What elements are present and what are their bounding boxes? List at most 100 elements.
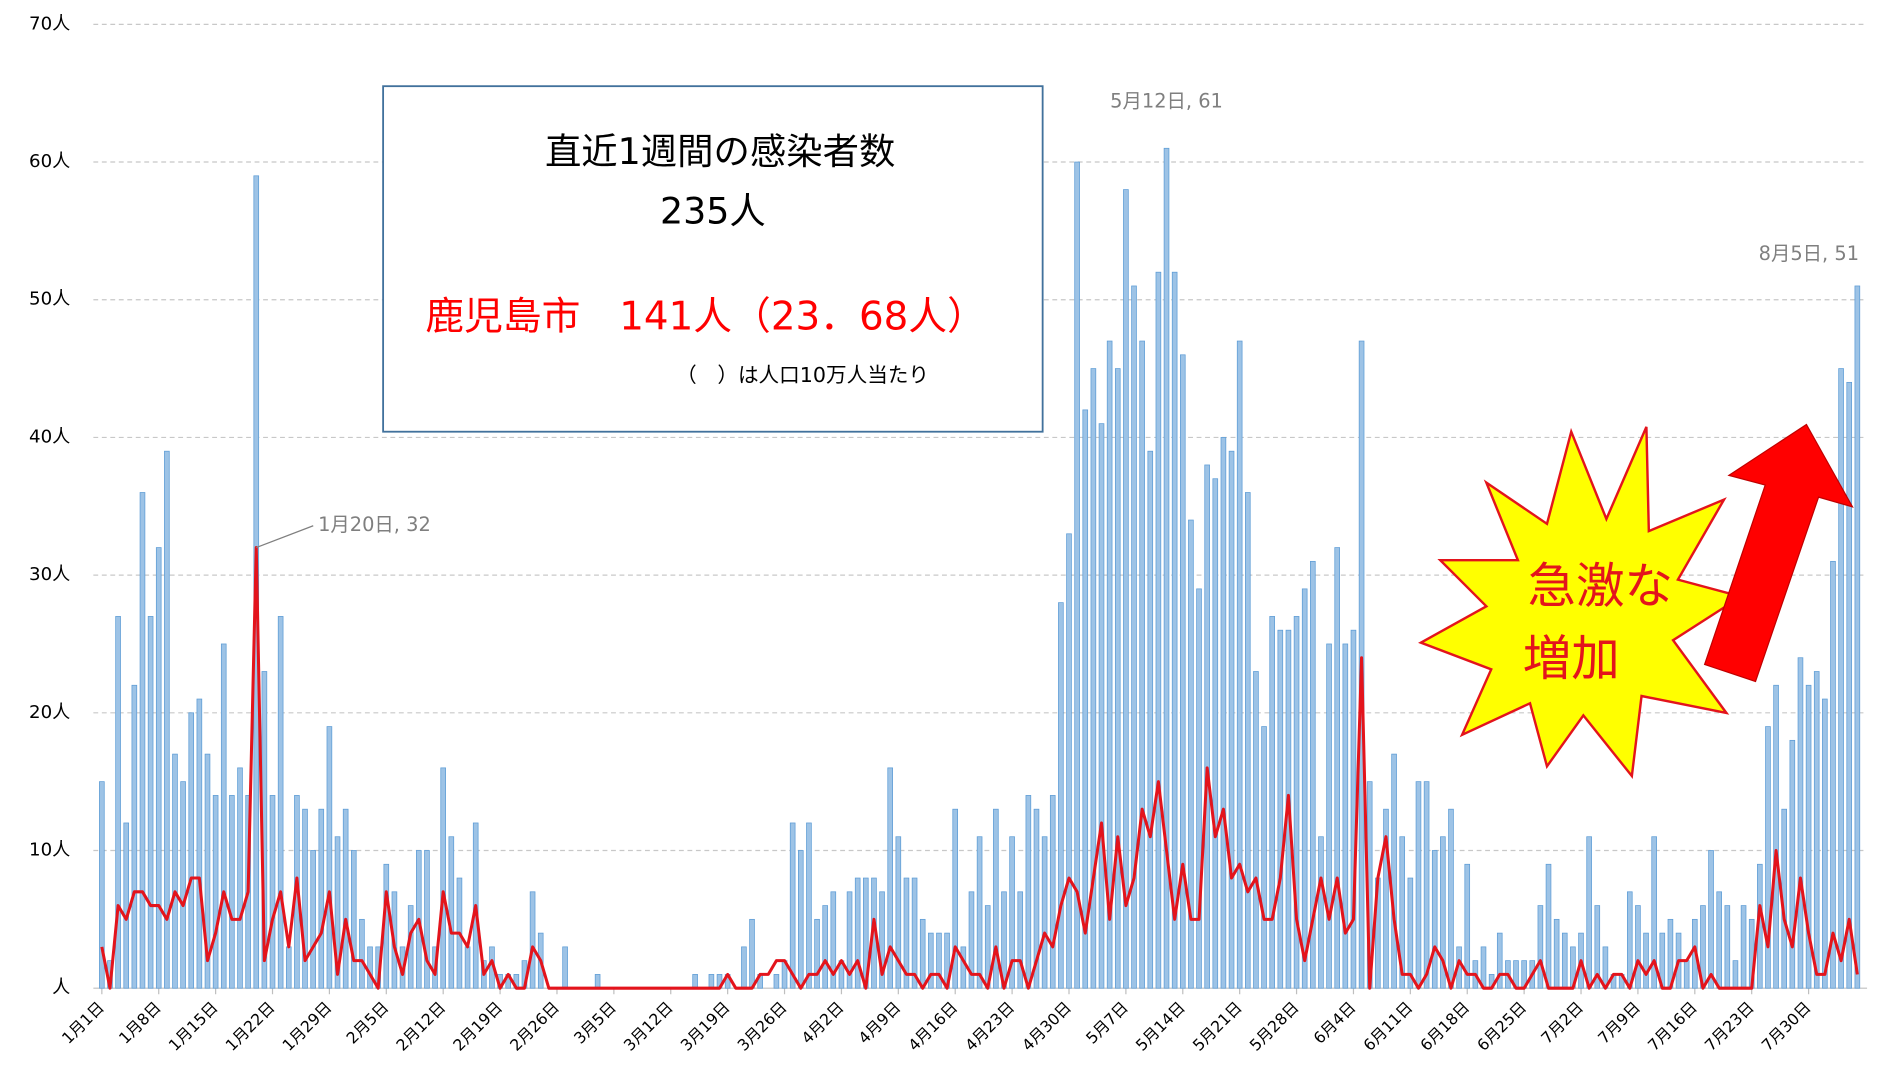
y-tick-label: 50人 — [29, 289, 70, 310]
annotation: 1月20日, 32 — [318, 513, 431, 536]
x-tick-label: 2月5日 — [342, 998, 392, 1048]
x-tick-label: 6月4日 — [1310, 998, 1360, 1048]
bar — [1237, 341, 1242, 988]
bar — [1627, 892, 1632, 988]
bar — [1302, 589, 1307, 988]
bar — [1449, 809, 1454, 988]
bar — [1343, 644, 1348, 988]
bar — [1172, 272, 1177, 988]
bar — [1766, 727, 1771, 989]
bar — [1432, 850, 1437, 988]
x-tick-label: 2月26日 — [506, 998, 563, 1055]
bar — [181, 782, 186, 989]
x-tick-label: 6月11日 — [1359, 998, 1416, 1055]
bar — [319, 809, 324, 988]
bar — [449, 837, 454, 988]
x-tick-label: 5月14日 — [1132, 998, 1189, 1055]
x-tick-label: 6月25日 — [1473, 998, 1530, 1055]
bar — [1408, 878, 1413, 988]
x-tick-label: 1月1日 — [58, 998, 108, 1048]
x-tick-label: 4月30日 — [1018, 998, 1075, 1055]
bar — [530, 892, 535, 988]
x-tick-label: 3月12日 — [620, 998, 677, 1055]
x-tick-label: 5月21日 — [1189, 998, 1246, 1055]
bar — [1327, 644, 1332, 988]
bar — [1774, 685, 1779, 988]
bar — [1790, 740, 1795, 988]
y-tick-label: 20人 — [29, 702, 70, 723]
bar — [1148, 451, 1153, 988]
bar — [1839, 369, 1844, 989]
x-tick-label: 1月22日 — [222, 998, 279, 1055]
bar — [1278, 630, 1283, 988]
bar — [1847, 382, 1852, 988]
bar — [132, 685, 137, 988]
bar — [1546, 864, 1551, 988]
bar — [823, 906, 828, 989]
bar — [1635, 906, 1640, 989]
bar — [750, 919, 755, 988]
callout-text: 増加 — [1523, 631, 1620, 687]
bar — [1741, 906, 1746, 989]
bar — [1562, 933, 1567, 988]
bar — [343, 809, 348, 988]
x-tick-label: 3月19日 — [677, 998, 734, 1055]
bar — [1270, 616, 1275, 988]
callout-text: 急激な — [1528, 558, 1673, 614]
x-tick-label: 5月28日 — [1246, 998, 1303, 1055]
bar — [1603, 947, 1608, 988]
y-tick-label: 70人 — [29, 13, 70, 34]
x-tick-label: 7月16日 — [1644, 998, 1701, 1055]
bar — [278, 616, 283, 988]
bar — [815, 919, 820, 988]
bar — [173, 754, 178, 988]
bar — [425, 850, 430, 988]
x-tick-label: 6月18日 — [1416, 998, 1473, 1055]
y-tick-label: 60人 — [29, 151, 70, 172]
y-tick-label: 人 — [52, 977, 70, 998]
bar — [1180, 355, 1185, 988]
bar — [1156, 272, 1161, 988]
bar — [140, 492, 145, 988]
bar — [1587, 837, 1592, 988]
bar — [1855, 286, 1860, 988]
x-tick-label: 3月26日 — [734, 998, 791, 1055]
bar — [1684, 961, 1689, 989]
bar — [1221, 437, 1226, 988]
annotation-leader — [256, 526, 313, 548]
bar — [1099, 424, 1104, 989]
bar — [1123, 190, 1128, 989]
bar — [1335, 548, 1340, 989]
bar — [1733, 961, 1738, 989]
bar — [1262, 727, 1267, 989]
bar — [164, 451, 169, 988]
x-tick-label: 5月7日 — [1082, 998, 1132, 1048]
bar — [327, 727, 332, 989]
bar — [359, 919, 364, 988]
bar — [124, 823, 129, 988]
info-title: 直近1週間の感染者数 — [545, 130, 895, 173]
bar — [563, 947, 568, 988]
bar — [1197, 589, 1202, 988]
info-note: （ ）は人口10万人当たり — [676, 363, 929, 387]
x-tick-label: 4月16日 — [904, 998, 961, 1055]
bar — [189, 713, 194, 988]
bar — [465, 947, 470, 988]
x-tick-label: 7月9日 — [1594, 998, 1644, 1048]
bar — [197, 699, 202, 988]
bar — [1058, 603, 1063, 989]
bar — [1254, 671, 1259, 988]
x-tick-label: 2月19日 — [449, 998, 506, 1055]
bar — [1725, 906, 1730, 989]
x-tick-label: 4月2日 — [798, 998, 848, 1048]
bar — [1351, 630, 1356, 988]
x-tick-label: 4月23日 — [961, 998, 1018, 1055]
bar — [920, 919, 925, 988]
bar — [368, 947, 373, 988]
bar — [1229, 451, 1234, 988]
bar — [156, 548, 161, 989]
bar — [798, 850, 803, 988]
bar — [1481, 947, 1486, 988]
bar — [1018, 892, 1023, 988]
y-tick-label: 40人 — [29, 426, 70, 447]
